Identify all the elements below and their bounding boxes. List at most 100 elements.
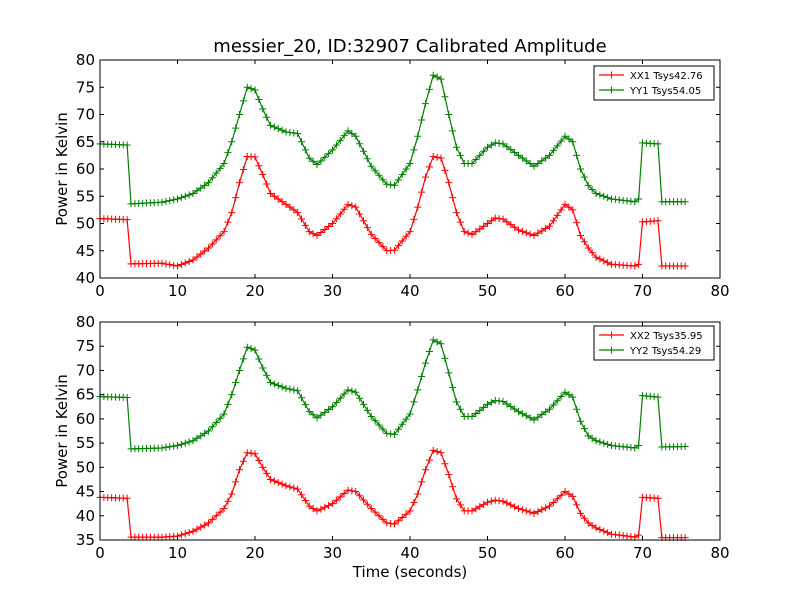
x-tick-label: 50 (478, 544, 497, 562)
data-point (236, 466, 243, 474)
data-point (565, 490, 573, 498)
data-point (588, 521, 596, 529)
data-point (251, 346, 259, 354)
data-point (414, 132, 422, 140)
data-point (208, 515, 216, 523)
data-point (356, 492, 364, 500)
data-point (247, 345, 255, 353)
data-point (546, 151, 553, 159)
data-point (232, 194, 240, 202)
data-point (220, 505, 228, 513)
data-point (309, 230, 317, 238)
data-point (484, 143, 491, 151)
data-point (456, 501, 464, 509)
data-point (437, 75, 445, 83)
data-point (491, 214, 499, 222)
data-point (263, 180, 271, 188)
data-point (398, 237, 406, 245)
data-point (363, 224, 371, 232)
x-tick-label: 70 (633, 544, 652, 562)
y-axis-label: Power in Kelvin (53, 374, 71, 488)
data-point (298, 138, 305, 146)
data-point (313, 161, 321, 169)
data-point (232, 379, 240, 387)
data-point (360, 496, 367, 504)
data-point (228, 391, 236, 399)
data-point (468, 160, 476, 168)
data-point (418, 116, 426, 124)
series-xx (96, 446, 689, 542)
data-point (402, 165, 410, 173)
x-tick-label: 30 (323, 282, 342, 300)
data-point (270, 477, 278, 485)
legend-label: XX2 Tsys35.95 (630, 331, 703, 342)
data-point (565, 391, 573, 399)
data-point (561, 132, 569, 140)
data-point (429, 152, 437, 160)
data-point (166, 197, 174, 205)
legend-marker (608, 346, 615, 354)
data-point (177, 194, 185, 202)
data-point (569, 492, 577, 500)
data-point (391, 430, 398, 438)
data-point (224, 149, 232, 157)
data-point (348, 387, 356, 395)
data-point (212, 169, 220, 177)
data-point (263, 113, 271, 121)
data-point (480, 500, 488, 508)
data-point (201, 181, 209, 189)
data-point (437, 340, 445, 348)
data-point (491, 139, 499, 147)
data-point (410, 498, 418, 506)
data-point (425, 85, 433, 93)
y-tick-label: 70 (76, 106, 95, 124)
data-point (410, 215, 418, 223)
data-point (437, 154, 445, 162)
data-point (542, 154, 550, 162)
data-point (580, 514, 588, 522)
data-point (174, 262, 181, 270)
data-point (367, 162, 375, 170)
data-point (499, 497, 507, 505)
data-point (584, 244, 592, 252)
data-point (422, 466, 429, 474)
data-point (476, 225, 484, 233)
data-point (507, 501, 515, 509)
data-point (344, 386, 352, 394)
data-point (158, 259, 166, 267)
data-point (205, 427, 212, 435)
data-point (352, 388, 360, 396)
data-point (561, 200, 569, 208)
data-point (573, 501, 581, 509)
data-point (553, 397, 561, 405)
data-point (449, 483, 457, 491)
data-point (588, 185, 596, 193)
legend: XX2 Tsys35.95 YY2 Tsys54.29 (593, 325, 715, 361)
data-point (356, 140, 364, 148)
data-point (251, 86, 259, 94)
data-point (251, 153, 259, 161)
data-point (534, 160, 542, 168)
data-point (398, 170, 406, 178)
data-point (518, 410, 526, 418)
data-point (329, 403, 336, 411)
data-point (189, 256, 197, 264)
data-point (549, 217, 557, 225)
data-point (546, 222, 553, 230)
chart-title: messier_20, ID:32907 Calibrated Amplitud… (213, 36, 606, 57)
data-point (604, 194, 612, 202)
data-point (503, 143, 511, 151)
data-point (267, 475, 274, 483)
data-point (557, 137, 565, 145)
y-tick-label: 75 (76, 337, 95, 355)
data-point (511, 405, 519, 413)
data-point (270, 123, 278, 131)
data-point (267, 121, 274, 129)
data-point (635, 260, 643, 268)
data-point (212, 419, 220, 427)
data-point (600, 192, 608, 200)
data-point (441, 460, 449, 468)
data-point (224, 218, 232, 226)
data-point (569, 393, 577, 401)
